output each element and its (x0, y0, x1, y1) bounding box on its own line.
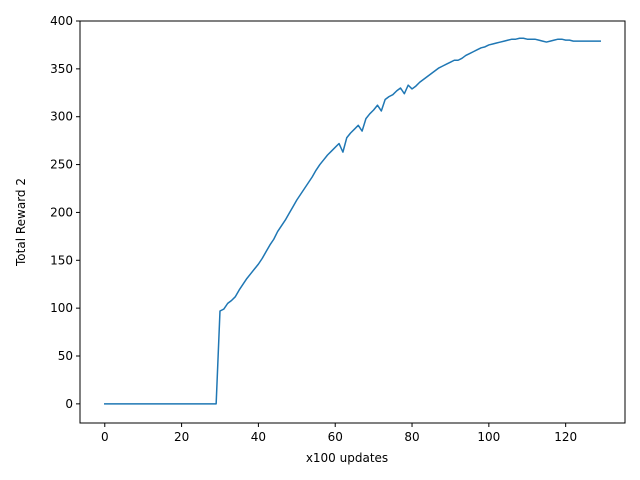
y-axis-label: Total Reward 2 (14, 178, 28, 267)
axes-spines (79, 20, 626, 424)
x-tick-label: 120 (554, 430, 577, 444)
series-line-0 (104, 37, 601, 405)
y-tick-label: 350 (50, 62, 73, 76)
y-tick-label: 250 (50, 158, 73, 172)
x-tick-label: 40 (251, 430, 266, 444)
y-axis-ticks: 0 50 100 150 200 250 300 350 400 (50, 14, 80, 411)
y-tick-label: 300 (50, 110, 73, 124)
x-tick-label: 80 (404, 430, 419, 444)
y-tick-label: 400 (50, 14, 73, 28)
x-axis-label: x100 updates (306, 451, 388, 465)
x-tick-label: 60 (328, 430, 343, 444)
x-tick-label: 100 (477, 430, 500, 444)
x-tick-label: 20 (174, 430, 189, 444)
axes (79, 20, 626, 424)
plot-background (80, 21, 625, 423)
x-axis-ticks: 0 20 40 60 80 100 120 (101, 423, 577, 444)
y-tick-label: 200 (50, 205, 73, 219)
x-tick-label: 0 (101, 430, 109, 444)
y-tick-label: 100 (50, 301, 73, 315)
y-tick-label: 150 (50, 253, 73, 267)
series-layer (104, 37, 601, 405)
y-tick-label: 0 (65, 397, 73, 411)
y-tick-label: 50 (58, 349, 73, 363)
plot-area (80, 21, 625, 423)
